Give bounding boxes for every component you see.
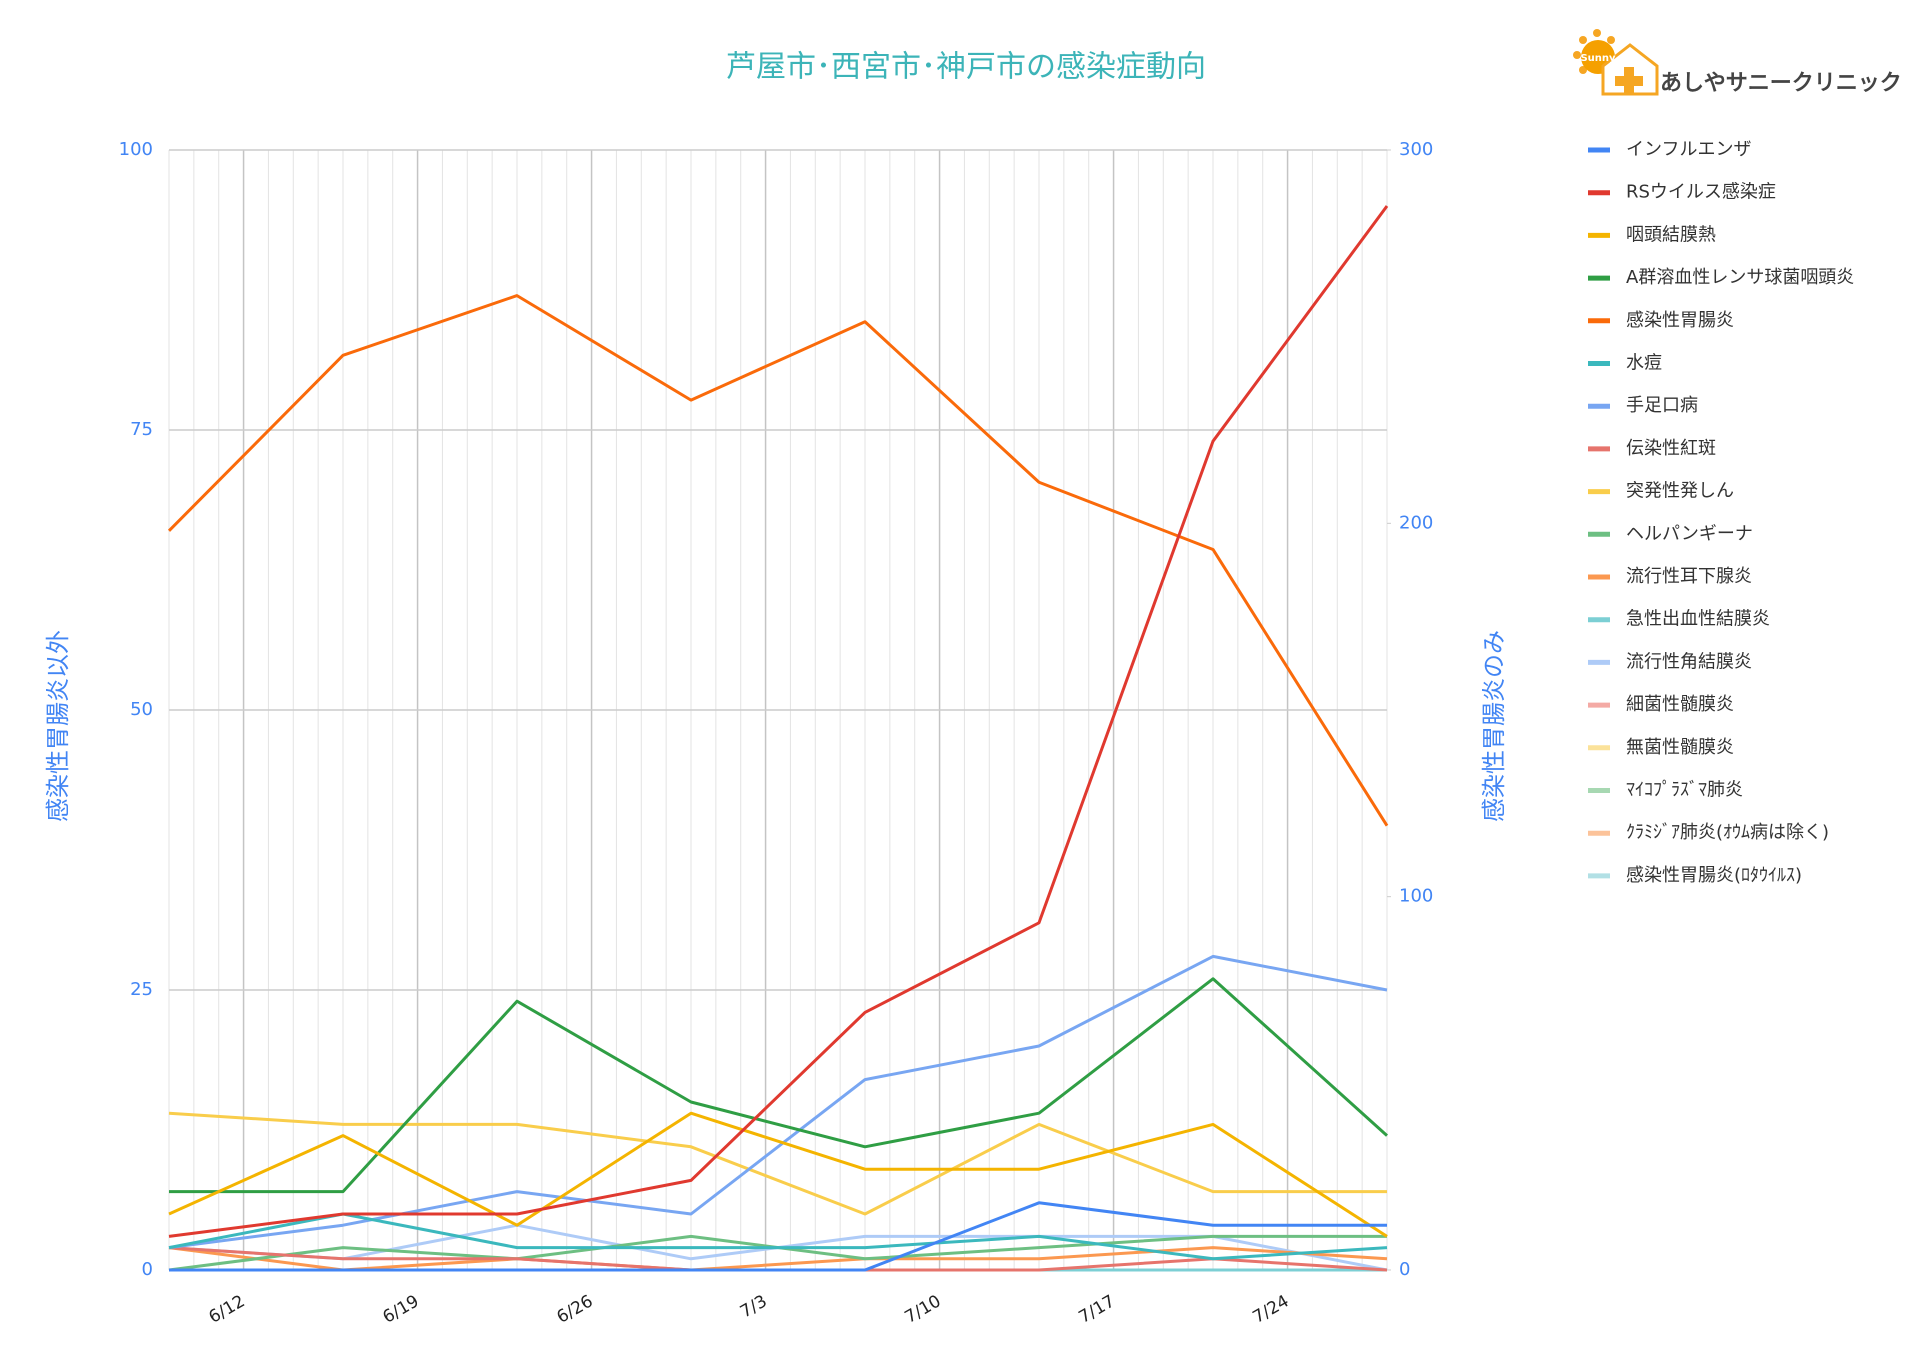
x-tick-label: 6/19 <box>380 1291 423 1327</box>
logo-cross <box>1615 67 1643 95</box>
series-line <box>168 1111 1388 1238</box>
legend-label: 感染性胃腸炎(ﾛﾀｳｲﾙｽ) <box>1626 865 1802 886</box>
y2-tick-label: 300 <box>1399 139 1433 160</box>
x-tick-label: 7/10 <box>902 1291 945 1327</box>
y2-tick-label: 0 <box>1399 1259 1410 1280</box>
legend-label: 細菌性髄膜炎 <box>1626 694 1734 715</box>
y-tick-label: 50 <box>130 699 153 720</box>
legend-label: ﾏｲｺﾌﾟﾗｽﾞﾏ肺炎 <box>1626 780 1743 801</box>
series-line <box>168 1246 1388 1272</box>
legend-label: ｸﾗﾐｼﾞｱ肺炎(ｵｳﾑ病は除く) <box>1626 822 1829 843</box>
legend-label: 流行性角結膜炎 <box>1626 651 1752 672</box>
y-tick-label: 100 <box>119 139 153 160</box>
series-line <box>168 1212 1388 1261</box>
legend-label: 急性出血性結膜炎 <box>1626 609 1770 630</box>
legend-label: 水痘 <box>1626 353 1662 374</box>
x-tick-label: 7/17 <box>1076 1291 1119 1327</box>
logo: Sunny あしやサニークリニック <box>1573 29 1902 96</box>
y-tick-label: 0 <box>142 1259 153 1280</box>
series-line <box>169 1201 1387 1272</box>
y2-tick-label: 100 <box>1399 886 1433 907</box>
y2-tick-label: 200 <box>1399 512 1433 533</box>
y2-axis-title: 感染性胃腸炎のみ <box>1480 630 1508 822</box>
chart-title: 芦屋市･西宮市･神戸市の感染症動向 <box>726 50 1206 85</box>
series-line <box>168 1111 1387 1216</box>
series-line <box>167 294 1389 827</box>
y-axis-title: 感染性胃腸炎以外 <box>44 630 72 822</box>
x-tick-label: 6/26 <box>554 1291 597 1327</box>
x-tick-label: 7/3 <box>737 1291 771 1322</box>
grid <box>168 149 1391 1271</box>
legend-label: 無菌性髄膜炎 <box>1626 737 1734 758</box>
legend-label: 伝染性紅斑 <box>1626 438 1716 459</box>
legend-label: ヘルパンギーナ <box>1626 523 1753 544</box>
series-line <box>169 977 1389 1194</box>
legend-label: 感染性胃腸炎 <box>1626 310 1734 331</box>
logo-badge: Sunny <box>1580 53 1616 64</box>
x-tick-label: 6/12 <box>206 1291 249 1327</box>
legend-label: 突発性発しん <box>1626 481 1734 502</box>
y-tick-label: 25 <box>130 979 153 1000</box>
legend-label: RSウイルス感染症 <box>1626 182 1776 203</box>
logo-name: あしやサニークリニック <box>1660 71 1902 96</box>
x-tick-label: 7/24 <box>1250 1291 1293 1327</box>
legend-label: 咽頭結膜熱 <box>1626 224 1716 245</box>
series-line <box>168 205 1389 1238</box>
legend-label: インフルエンザ <box>1626 139 1751 160</box>
logo-sun-rays <box>1573 29 1615 74</box>
legend-label: 手足口病 <box>1626 395 1698 416</box>
legend-label: A群溶血性レンサ球菌咽頭炎 <box>1626 267 1854 288</box>
y-tick-label: 75 <box>130 419 153 440</box>
series-line <box>168 954 1388 1250</box>
legend-label: 流行性耳下腺炎 <box>1626 566 1752 587</box>
